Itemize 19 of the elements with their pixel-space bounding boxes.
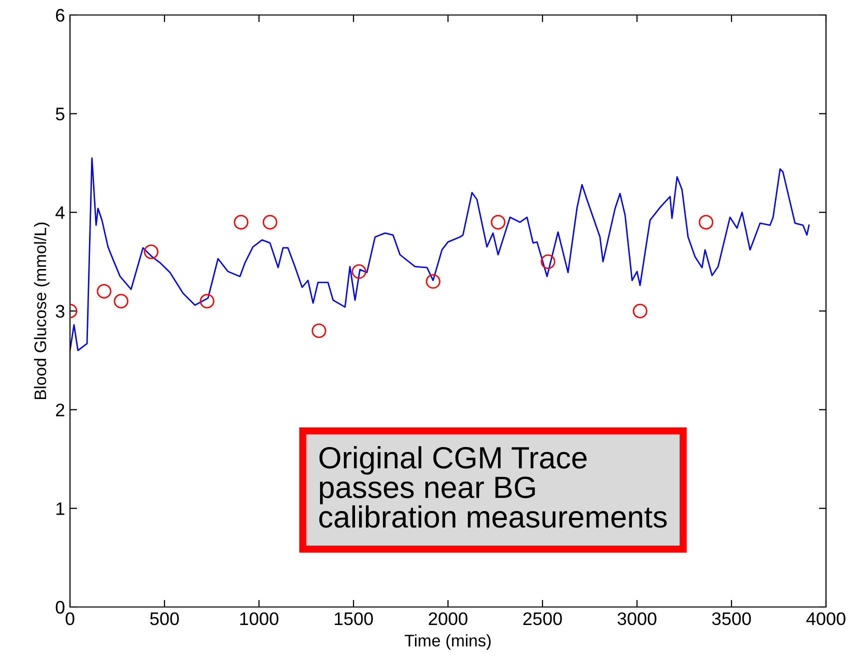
x-tick-label: 2000 [428,612,468,626]
x-tick-label: 4000 [806,612,846,626]
y-tick-label: 4 [56,206,65,219]
annotation: Original CGM Trace passes near BG calibration measurements [319,446,667,528]
x-axis-title: Time (mins) [404,634,491,650]
y-tick-label: 0 [56,600,64,614]
y-axis-title: Blood Glucose (mmol/L) [34,222,50,400]
x-tick-label: 500 [150,612,179,626]
y-tick-label: 5 [56,108,64,120]
x-tick-label: 3000 [618,612,656,626]
x-tick-label: 2500 [523,612,562,626]
x-tick-label: 0 [66,612,74,626]
x-tick-label: 3500 [712,612,751,626]
y-tick-label: 6 [56,8,64,22]
y-tick-label: 1 [56,502,64,515]
y-tick-label: 3 [56,304,64,318]
x-tick-label: 1000 [240,612,278,626]
x-tick-label: 1500 [334,612,373,626]
y-tick-label: 2 [56,404,64,416]
